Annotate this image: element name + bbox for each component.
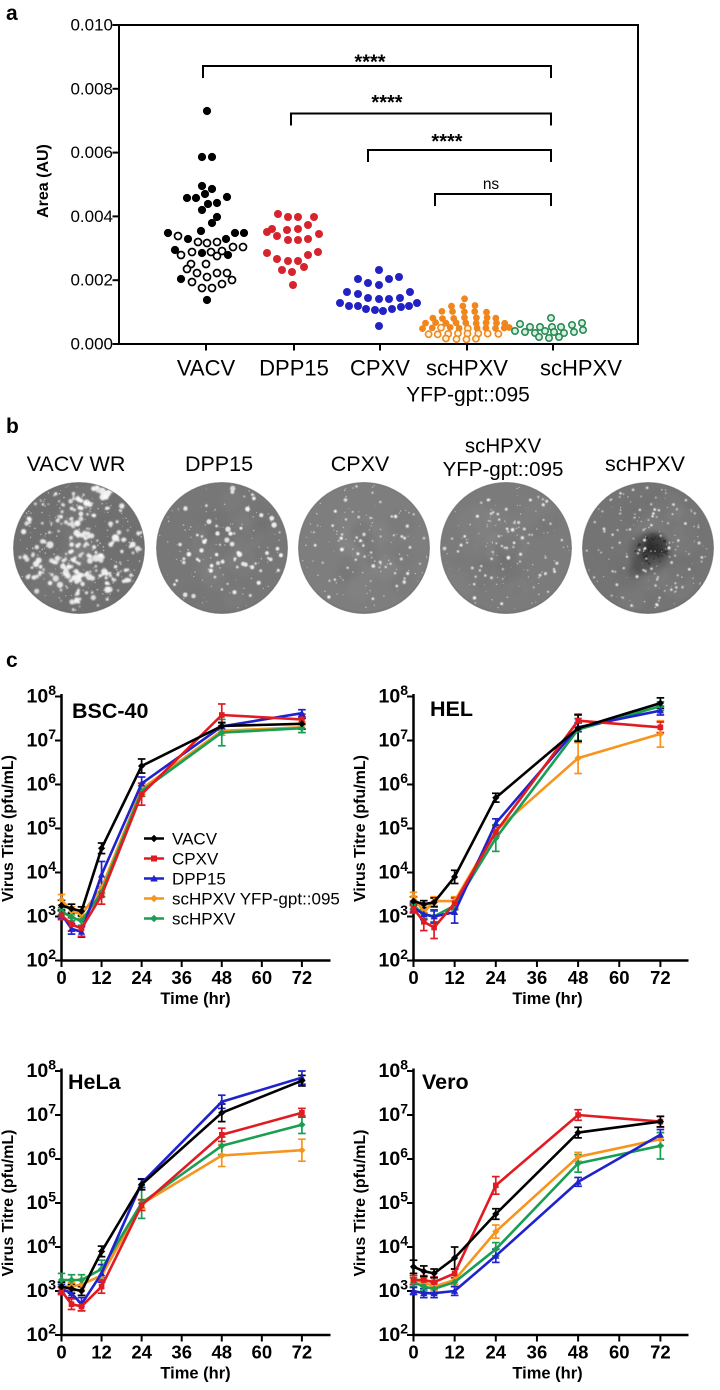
svg-text:Virus Titre (pfu/mL): Virus Titre (pfu/mL)	[0, 1130, 17, 1277]
svg-text:12: 12	[91, 967, 112, 988]
svg-text:VACV: VACV	[172, 829, 218, 848]
svg-text:0: 0	[408, 1342, 418, 1363]
svg-text:****: ****	[354, 52, 385, 74]
svg-text:scHPXV: scHPXV	[605, 452, 686, 476]
svg-text:scHPXV: scHPXV	[540, 356, 622, 381]
svg-text:DPP15: DPP15	[259, 356, 329, 381]
svg-text:0.006: 0.006	[70, 143, 113, 162]
svg-text:****: ****	[371, 92, 402, 114]
svg-text:72: 72	[650, 1342, 671, 1363]
svg-text:CPXV: CPXV	[172, 849, 219, 868]
svg-text:0: 0	[408, 967, 418, 988]
svg-text:DPP15: DPP15	[172, 869, 226, 888]
svg-text:a: a	[6, 2, 18, 25]
svg-text:24: 24	[486, 1342, 507, 1363]
svg-text:36: 36	[171, 1342, 192, 1363]
svg-text:12: 12	[444, 967, 465, 988]
svg-text:72: 72	[292, 967, 313, 988]
svg-text:scHPXV: scHPXV	[426, 356, 508, 381]
svg-text:48: 48	[568, 967, 589, 988]
svg-text:Time (hr): Time (hr)	[512, 990, 582, 1008]
svg-text:****: ****	[431, 131, 462, 153]
svg-text:0: 0	[56, 967, 66, 988]
svg-text:36: 36	[527, 1342, 548, 1363]
svg-text:24: 24	[131, 1342, 152, 1363]
svg-text:72: 72	[650, 967, 671, 988]
svg-text:0.008: 0.008	[70, 79, 113, 98]
svg-text:Virus Titre (pfu/mL): Virus Titre (pfu/mL)	[352, 755, 369, 902]
svg-text:12: 12	[444, 1342, 465, 1363]
svg-text:scHPXV: scHPXV	[172, 909, 236, 928]
svg-text:DPP15: DPP15	[185, 452, 253, 476]
svg-text:60: 60	[252, 967, 273, 988]
svg-text:Time (hr): Time (hr)	[512, 1365, 582, 1383]
svg-text:Time (hr): Time (hr)	[160, 1365, 230, 1383]
svg-text:Area (AU): Area (AU)	[35, 144, 52, 218]
svg-text:Vero: Vero	[422, 1070, 469, 1094]
svg-text:48: 48	[211, 967, 232, 988]
svg-text:0.010: 0.010	[70, 16, 113, 35]
svg-text:Virus Titre (pfu/mL): Virus Titre (pfu/mL)	[0, 755, 17, 902]
svg-text:scHPXV: scHPXV	[465, 435, 542, 458]
svg-text:CPXV: CPXV	[350, 356, 410, 381]
svg-text:36: 36	[527, 967, 548, 988]
svg-text:0.002: 0.002	[70, 271, 113, 290]
svg-text:106: 106	[379, 1145, 409, 1171]
svg-text:VACV: VACV	[177, 356, 236, 381]
svg-text:VACV WR: VACV WR	[27, 452, 126, 476]
svg-text:YFP-gpt::095: YFP-gpt::095	[443, 458, 564, 481]
svg-text:scHPXV YFP-gpt::095: scHPXV YFP-gpt::095	[172, 889, 340, 908]
svg-text:24: 24	[131, 967, 152, 988]
svg-text:48: 48	[568, 1342, 589, 1363]
svg-text:60: 60	[252, 1342, 273, 1363]
svg-text:24: 24	[486, 967, 507, 988]
svg-text:72: 72	[292, 1342, 313, 1363]
svg-text:12: 12	[91, 1342, 112, 1363]
svg-text:48: 48	[211, 1342, 232, 1363]
svg-text:YFP-gpt::095: YFP-gpt::095	[406, 384, 530, 407]
svg-text:36: 36	[171, 967, 192, 988]
svg-text:0.004: 0.004	[70, 207, 113, 226]
svg-text:0: 0	[56, 1342, 66, 1363]
svg-text:b: b	[6, 415, 19, 438]
svg-text:107: 107	[27, 1101, 57, 1127]
svg-text:60: 60	[609, 967, 630, 988]
svg-text:Virus Titre (pfu/mL): Virus Titre (pfu/mL)	[352, 1130, 369, 1277]
svg-text:HeLa: HeLa	[68, 1070, 122, 1094]
svg-text:BSC-40: BSC-40	[72, 699, 149, 723]
svg-text:Time (hr): Time (hr)	[160, 990, 230, 1008]
svg-text:0.000: 0.000	[70, 335, 113, 354]
svg-text:60: 60	[609, 1342, 630, 1363]
svg-text:c: c	[6, 649, 18, 672]
svg-text:ns: ns	[483, 176, 500, 193]
svg-text:CPXV: CPXV	[331, 452, 390, 476]
svg-text:HEL: HEL	[430, 697, 473, 721]
